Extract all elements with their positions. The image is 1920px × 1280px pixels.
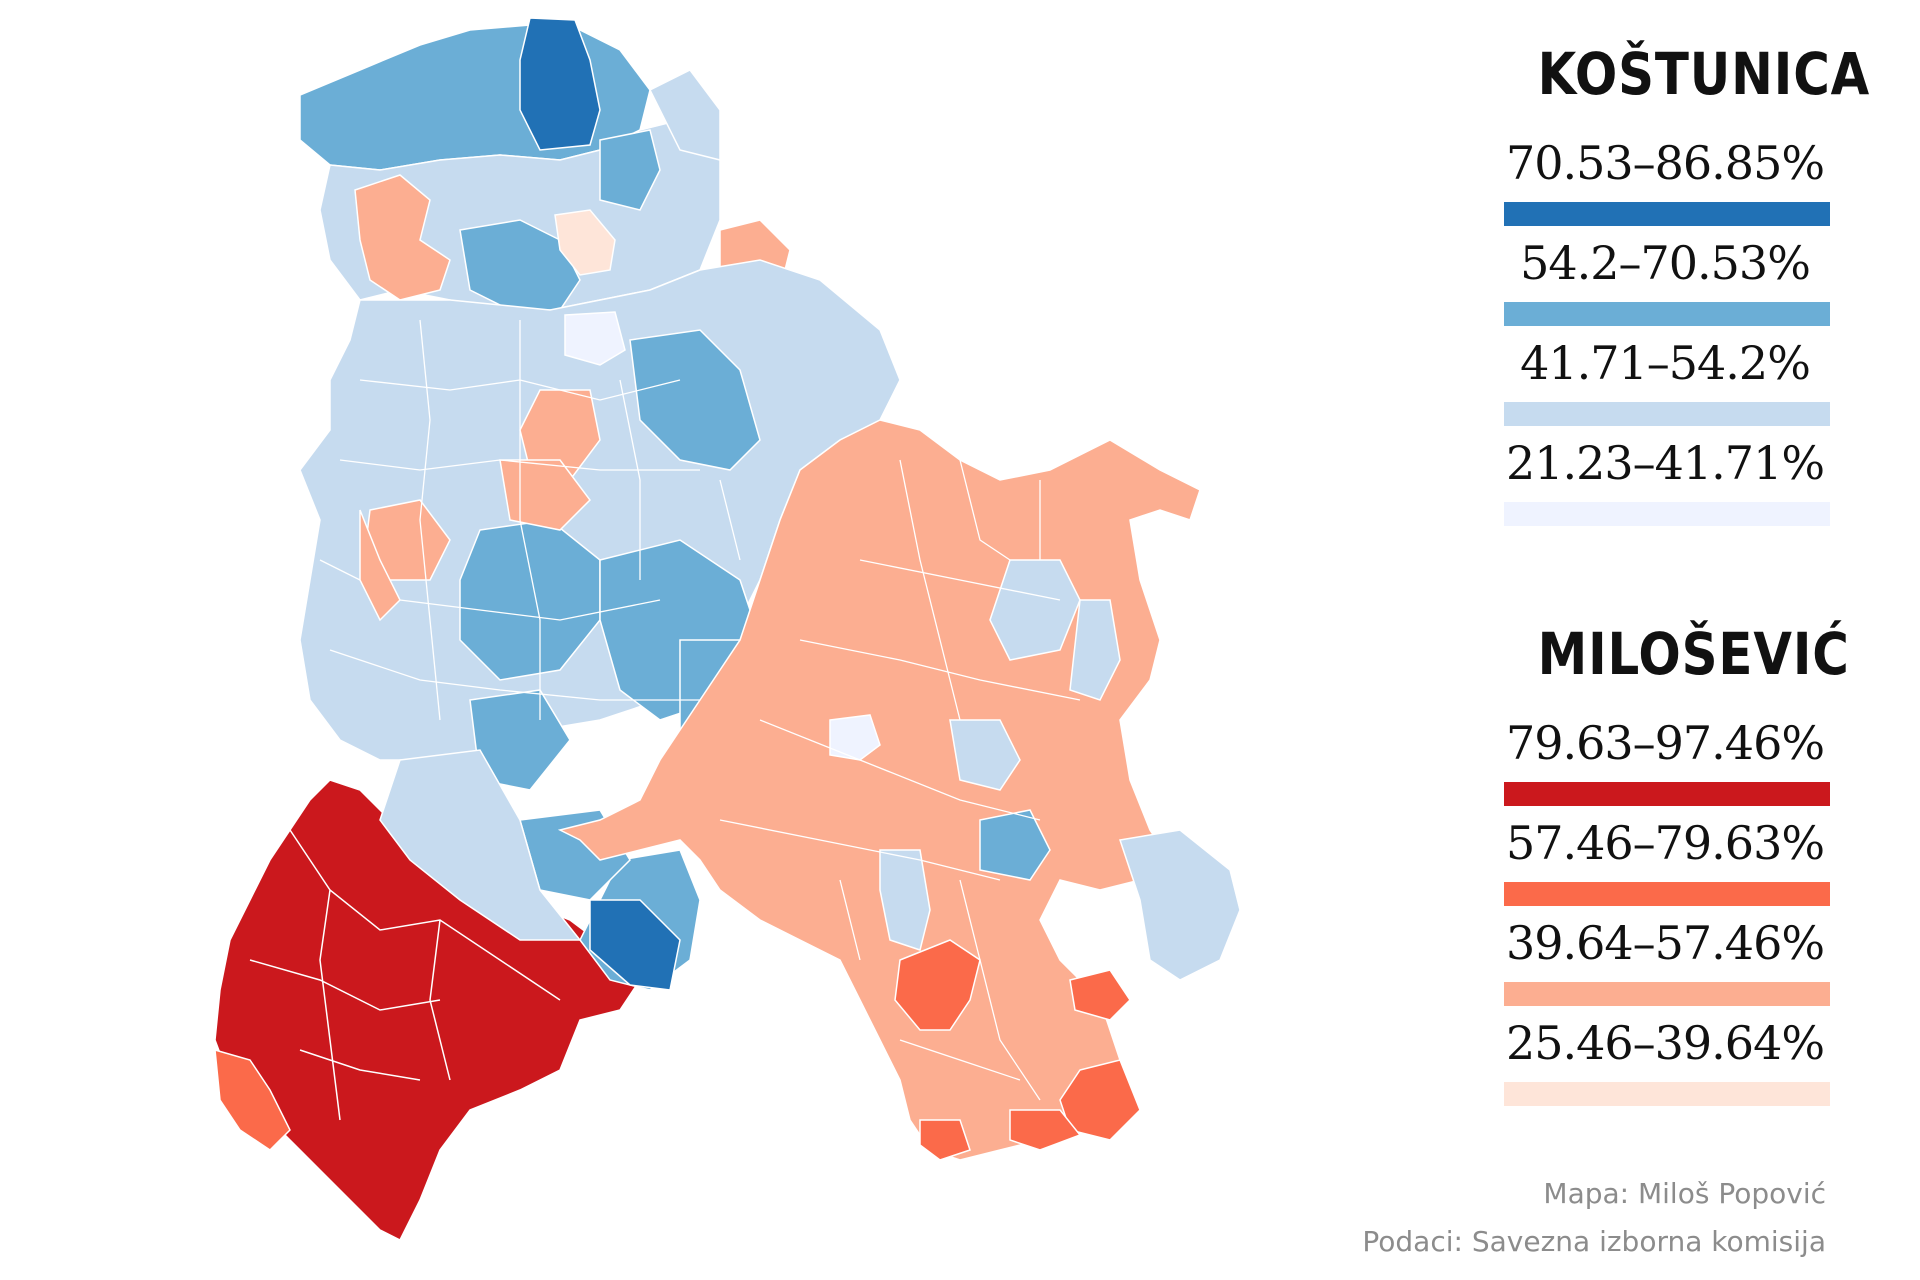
legend-entry: 54.2–70.53% bbox=[1500, 236, 1830, 336]
municipality bbox=[499, 459, 591, 531]
region-east-south bbox=[557, 419, 1241, 1161]
legend-swatch bbox=[1504, 782, 1830, 806]
municipality bbox=[1059, 1059, 1141, 1141]
municipality bbox=[648, 69, 721, 161]
legend-range-label: 57.46–79.63% bbox=[1505, 816, 1825, 870]
legend-range-label: 70.53–86.85% bbox=[1505, 136, 1825, 190]
municipality bbox=[1069, 599, 1121, 701]
legend-entry: 57.46–79.63% bbox=[1500, 816, 1830, 916]
municipality bbox=[249, 829, 561, 1121]
municipality bbox=[1069, 969, 1131, 1021]
legend-milosevic: MILOŠEVIĆ 79.63–97.46% 57.46–79.63% 39.6… bbox=[1490, 620, 1850, 1116]
legend-entry: 21.23–41.71% bbox=[1500, 436, 1830, 536]
legend-range-label: 25.46–39.64% bbox=[1505, 1016, 1825, 1070]
legend-entry: 70.53–86.85% bbox=[1500, 136, 1830, 236]
legend-kostunica: KOŠTUNICA 70.53–86.85% 54.2–70.53% 41.71… bbox=[1490, 40, 1871, 536]
legend-entry: 41.71–54.2% bbox=[1500, 336, 1830, 436]
legend-range-label: 54.2–70.53% bbox=[1520, 236, 1811, 290]
legend-title-kostunica: KOŠTUNICA bbox=[1537, 40, 1871, 108]
legend-swatch bbox=[1504, 502, 1830, 526]
legend-swatch bbox=[1504, 302, 1830, 326]
municipality bbox=[359, 509, 401, 622]
legend-entry: 79.63–97.46% bbox=[1500, 716, 1830, 816]
municipality bbox=[214, 1048, 291, 1151]
municipality bbox=[629, 329, 761, 471]
legend-range-label: 39.64–57.46% bbox=[1505, 916, 1825, 970]
credit-map-author: Mapa: Miloš Popović bbox=[1543, 1177, 1826, 1210]
municipality bbox=[949, 719, 1021, 791]
municipality bbox=[919, 1119, 971, 1161]
legend-title-milosevic: MILOŠEVIĆ bbox=[1537, 620, 1850, 688]
municipality bbox=[519, 17, 601, 151]
legend-swatch bbox=[1504, 1082, 1830, 1106]
credit-data-source: Podaci: Savezna izborna komisija bbox=[1362, 1225, 1826, 1258]
municipality bbox=[829, 714, 881, 761]
municipality bbox=[894, 939, 981, 1031]
legend-range-label: 79.63–97.46% bbox=[1505, 716, 1825, 770]
municipality bbox=[979, 809, 1051, 881]
municipality bbox=[1009, 1109, 1082, 1151]
municipality bbox=[354, 174, 451, 301]
legend-entry: 39.64–57.46% bbox=[1500, 916, 1830, 1016]
legend-range-label: 21.23–41.71% bbox=[1505, 436, 1825, 490]
choropleth-map bbox=[214, 17, 1241, 1242]
municipality bbox=[564, 311, 626, 366]
municipality bbox=[589, 899, 681, 991]
municipality bbox=[599, 129, 661, 211]
legend-swatch bbox=[1504, 402, 1830, 426]
legend-swatch bbox=[1504, 882, 1830, 906]
municipality bbox=[379, 749, 582, 941]
municipality bbox=[554, 209, 616, 276]
legend-swatch bbox=[1504, 982, 1830, 1006]
legend-entry: 25.46–39.64% bbox=[1500, 1016, 1830, 1116]
municipality bbox=[459, 519, 601, 681]
municipality bbox=[319, 319, 741, 721]
municipality bbox=[719, 459, 1081, 1101]
legend-range-label: 41.71–54.2% bbox=[1520, 336, 1811, 390]
municipality bbox=[989, 559, 1081, 661]
legend-swatch bbox=[1504, 202, 1830, 226]
municipality bbox=[879, 849, 931, 951]
map-credits: Mapa: Miloš Popović Podaci: Savezna izbo… bbox=[1362, 1170, 1826, 1266]
region-vojvodina bbox=[299, 17, 791, 311]
map-svg bbox=[214, 17, 1241, 1242]
municipality bbox=[1119, 829, 1241, 981]
municipality bbox=[459, 219, 581, 311]
